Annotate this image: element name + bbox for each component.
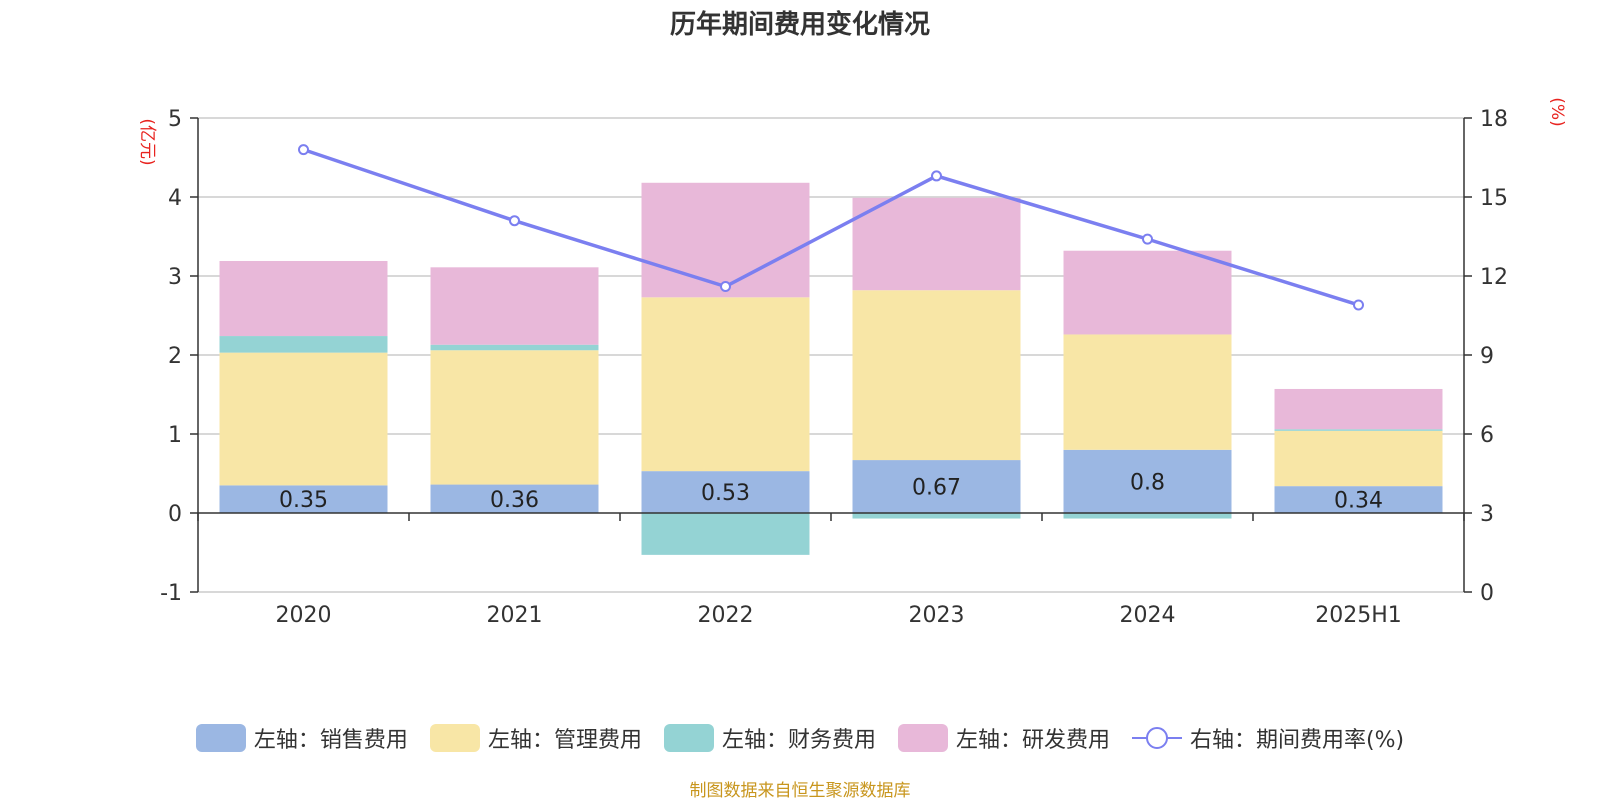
bar-admin: [430, 350, 599, 485]
legend-label: 左轴：财务费用: [721, 728, 876, 753]
left-tick-label: 3: [168, 265, 182, 290]
right-tick-label: 9: [1480, 344, 1494, 369]
bar-rd: [430, 267, 599, 345]
bar-sales: [1274, 486, 1443, 513]
rate-point: [720, 281, 731, 293]
legend-swatch: [429, 724, 480, 752]
bar-sales: [641, 471, 810, 513]
category-label: 2021: [487, 603, 543, 628]
right-tick-label: 12: [1480, 265, 1508, 290]
right-tick-label: 6: [1480, 423, 1494, 448]
left-axis-unit: (亿元): [137, 118, 157, 165]
bar-sales: [852, 460, 1021, 513]
bar-admin: [641, 297, 810, 472]
category-label: 2024: [1120, 603, 1176, 628]
legend-label: 左轴：管理费用: [487, 728, 642, 753]
bar-rd: [1063, 250, 1232, 335]
right-tick-label: 18: [1480, 107, 1508, 132]
sales-data-label: 0.8: [1130, 470, 1165, 495]
bar-rd: [641, 182, 810, 298]
bar-finance: [1063, 513, 1232, 519]
left-tick-label: 2: [168, 344, 182, 369]
rate-point: [298, 144, 309, 156]
legend-item-rate[interactable]: 右轴：期间费用率(%): [1131, 722, 1405, 754]
legend-label: 右轴：期间费用率(%): [1189, 728, 1405, 753]
legend-label: 左轴：销售费用: [253, 728, 408, 753]
left-tick-label: 1: [168, 423, 182, 448]
legend: 左轴：销售费用 左轴：管理费用 左轴：财务费用 左轴：研发费用 右轴：期间费用率(%): [0, 722, 1600, 754]
bar-finance: [1274, 429, 1443, 431]
bar-sales: [430, 484, 599, 513]
bar-sales: [1063, 449, 1232, 513]
left-tick-label: 5: [168, 107, 182, 132]
bar-rd: [852, 197, 1021, 291]
category-label: 2023: [909, 603, 965, 628]
sales-data-label: 0.53: [701, 481, 750, 506]
right-tick-label: 3: [1480, 502, 1494, 527]
bar-rd: [219, 260, 388, 337]
sales-data-label: 0.35: [279, 488, 328, 513]
bar-admin: [219, 352, 388, 486]
legend-swatch: [663, 724, 714, 752]
rate-point: [509, 215, 520, 227]
rate-point: [1142, 233, 1153, 245]
category-label: 2020: [276, 603, 332, 628]
bar-admin: [1063, 334, 1232, 450]
legend-item-finance[interactable]: 左轴：财务费用: [663, 722, 876, 754]
bar-finance: [852, 513, 1021, 519]
right-axis-unit: (%): [1547, 97, 1567, 126]
bar-finance: [641, 513, 810, 555]
category-label: 2025H1: [1315, 603, 1402, 628]
legend-swatch: [897, 724, 948, 752]
legend-label: 左轴：研发费用: [955, 728, 1110, 753]
bar-sales: [219, 485, 388, 513]
rate-line: [302, 147, 1360, 307]
right-tick-label: 15: [1480, 186, 1508, 211]
bar-finance: [430, 344, 599, 351]
legend-item-admin[interactable]: 左轴：管理费用: [429, 722, 642, 754]
bar-rd: [1274, 388, 1443, 430]
legend-item-rd[interactable]: 左轴：研发费用: [897, 722, 1110, 754]
right-tick-label: 0: [1480, 581, 1494, 606]
bar-admin: [1274, 430, 1443, 487]
sales-data-label: 0.34: [1334, 489, 1383, 514]
bar-admin: [852, 290, 1021, 461]
sales-data-label: 0.67: [912, 476, 961, 501]
left-tick-label: -1: [160, 581, 182, 606]
rate-point: [1353, 299, 1364, 311]
rate-point: [931, 170, 942, 182]
left-tick-label: 0: [168, 502, 182, 527]
sales-data-label: 0.36: [490, 488, 539, 513]
legend-swatch: [195, 724, 246, 752]
chart-title: 历年期间费用变化情况: [669, 10, 930, 40]
source-note: 制图数据来自恒生聚源数据库: [689, 781, 911, 801]
bar-finance: [219, 336, 388, 353]
left-tick-label: 4: [168, 186, 182, 211]
legend-swatch: [1131, 727, 1182, 749]
legend-item-sales[interactable]: 左轴：销售费用: [195, 722, 408, 754]
category-label: 2022: [698, 603, 754, 628]
